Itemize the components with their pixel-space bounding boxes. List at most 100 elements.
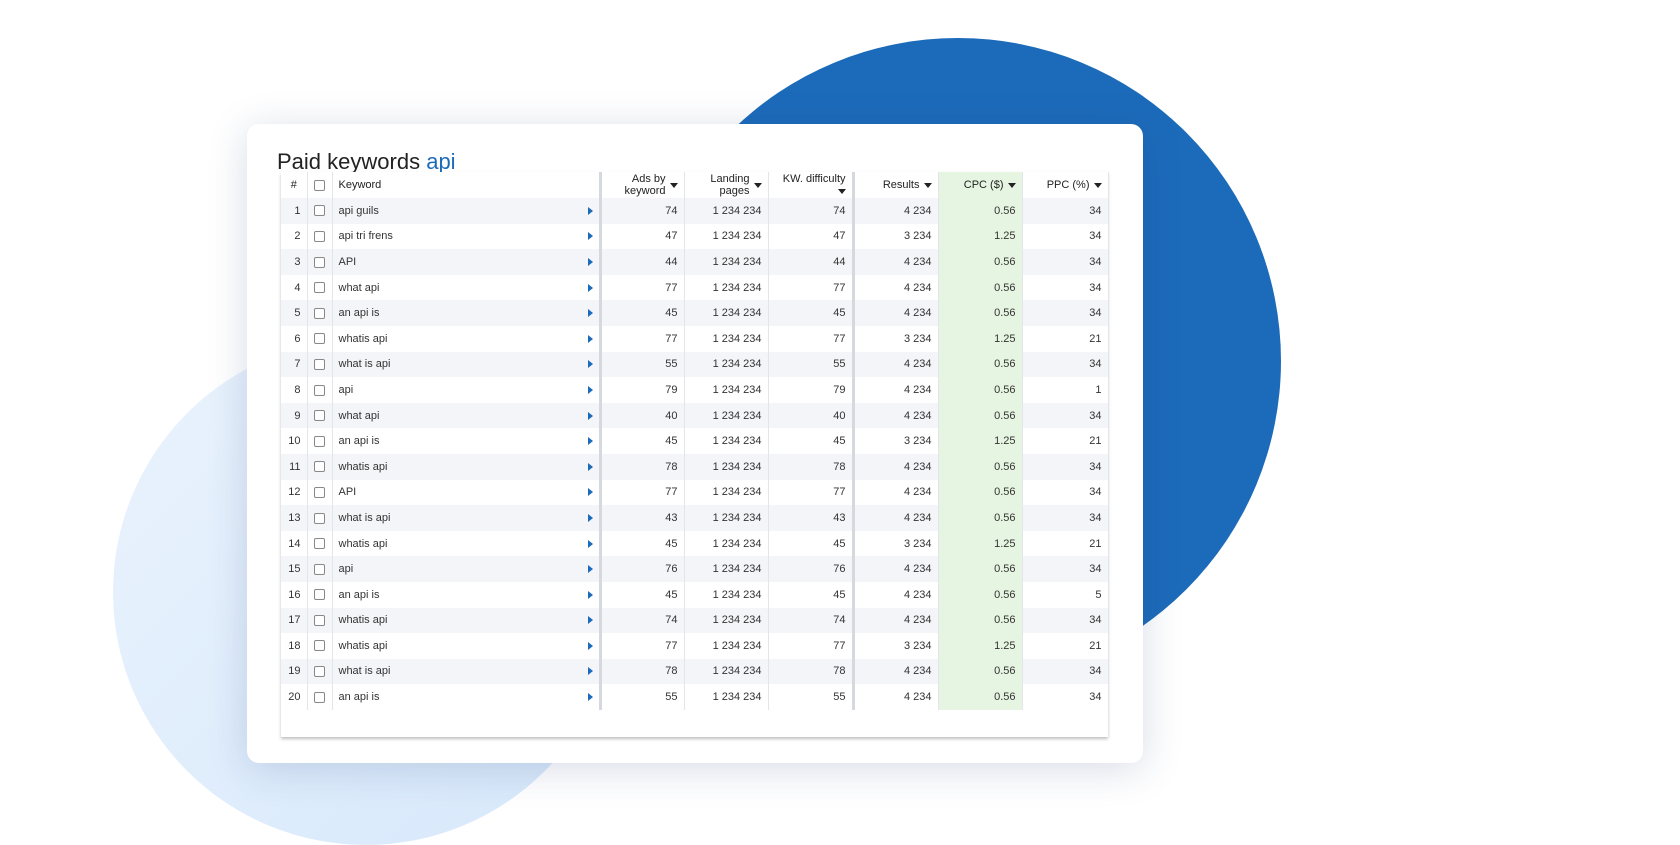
- ads-by-keyword: 74: [600, 607, 685, 634]
- sortable-header[interactable]: Results: [853, 172, 939, 198]
- expand-arrow[interactable]: [587, 667, 593, 676]
- cpc: 1.25: [938, 428, 1023, 454]
- sortable-header[interactable]: Landing pages: [684, 172, 769, 198]
- expand-arrow[interactable]: [587, 385, 593, 394]
- row-checkbox[interactable]: [313, 205, 325, 217]
- ads-by-keyword: 74: [600, 198, 685, 224]
- landing-pages: 1 234 234: [684, 198, 769, 224]
- row-number: 2: [281, 223, 308, 250]
- keyword: API: [338, 486, 357, 499]
- header-row: # Keyword Ads by keyword Landing pages KW. d…: [281, 172, 1109, 198]
- checkbox-cell: [307, 556, 333, 582]
- card: Paid keywords api # Keyword Ads by keyword…: [247, 124, 1143, 763]
- cpc: 0.56: [938, 684, 1023, 710]
- expand-arrow[interactable]: [587, 334, 593, 343]
- keyword: api: [338, 563, 354, 576]
- row-number: 10: [281, 428, 308, 454]
- expand-arrow[interactable]: [587, 539, 593, 548]
- expand-arrow[interactable]: [587, 437, 593, 446]
- kw-difficulty: 77: [768, 479, 855, 506]
- select-all-checkbox[interactable]: [314, 179, 325, 191]
- row-checkbox[interactable]: [313, 512, 325, 524]
- results: 4 234: [853, 607, 939, 634]
- keyword: an api is: [338, 588, 380, 601]
- landing-pages: 1 234 234: [684, 325, 769, 352]
- expand-arrow[interactable]: [587, 206, 593, 215]
- row-checkbox[interactable]: [313, 358, 325, 370]
- row-checkbox[interactable]: [313, 410, 325, 422]
- landing-pages: 1 234 234: [684, 633, 769, 659]
- row-number: 5: [281, 300, 308, 326]
- expand-arrow[interactable]: [587, 616, 593, 625]
- row-checkbox[interactable]: [313, 307, 325, 319]
- sortable-header[interactable]: PPC (%): [1022, 172, 1109, 198]
- row-checkbox[interactable]: [313, 691, 325, 703]
- row-checkbox[interactable]: [313, 563, 325, 575]
- ppc: 34: [1022, 223, 1109, 250]
- row-checkbox[interactable]: [313, 640, 325, 652]
- sortable-header[interactable]: KW. difficulty: [768, 172, 855, 198]
- row-checkbox[interactable]: [313, 461, 325, 473]
- row-checkbox[interactable]: [313, 333, 325, 345]
- expand-arrow[interactable]: [587, 309, 593, 318]
- keyword: what is api: [338, 665, 391, 678]
- expand-arrow[interactable]: [587, 513, 593, 522]
- table-row: 11 whatis api 78 1 234 234 78 4 234 0.56 34: [281, 453, 1109, 480]
- expand-arrow[interactable]: [587, 462, 593, 471]
- ads-by-keyword: 55: [600, 351, 685, 378]
- expand-arrow[interactable]: [587, 360, 593, 369]
- keyword-cell: what is api: [332, 505, 602, 531]
- ppc: 34: [1022, 249, 1109, 275]
- results: 4 234: [853, 274, 939, 301]
- ppc: 21: [1022, 530, 1109, 557]
- row-checkbox[interactable]: [313, 435, 325, 447]
- landing-pages: 1 234 234: [684, 505, 769, 531]
- expand-arrow[interactable]: [587, 590, 593, 599]
- header-label: Results: [882, 179, 920, 191]
- landing-pages: 1 234 234: [684, 377, 769, 403]
- row-checkbox[interactable]: [313, 538, 325, 550]
- row-checkbox[interactable]: [313, 384, 325, 396]
- title-text: Paid keywords: [277, 149, 421, 174]
- keyword-cell: api: [332, 377, 602, 403]
- expand-arrow[interactable]: [587, 488, 593, 497]
- row-number: 12: [281, 479, 308, 506]
- expand-arrow[interactable]: [587, 257, 593, 266]
- ppc: 34: [1022, 556, 1109, 582]
- sortable-header[interactable]: CPC ($): [938, 172, 1023, 198]
- row-number: 19: [281, 658, 308, 685]
- keyword-cell: an api is: [332, 684, 602, 710]
- table-row: 19 what is api 78 1 234 234 78 4 234 0.56 34: [281, 658, 1109, 685]
- row-checkbox[interactable]: [313, 666, 325, 678]
- expand-arrow[interactable]: [587, 693, 593, 702]
- expand-arrow[interactable]: [587, 411, 593, 420]
- expand-arrow[interactable]: [587, 641, 593, 650]
- expand-arrow[interactable]: [587, 283, 593, 292]
- cpc: 0.56: [938, 658, 1023, 685]
- landing-pages: 1 234 234: [684, 249, 769, 275]
- sort-icon: [753, 182, 762, 188]
- row-checkbox[interactable]: [313, 486, 325, 498]
- expand-arrow[interactable]: [587, 565, 593, 574]
- table-row: 3 API 44 1 234 234 44 4 234 0.56 34: [281, 249, 1109, 275]
- row-checkbox[interactable]: [313, 589, 325, 601]
- title-highlight: api: [426, 149, 456, 174]
- row-checkbox[interactable]: [313, 282, 325, 294]
- row-checkbox[interactable]: [313, 614, 325, 626]
- ppc: 34: [1022, 453, 1109, 480]
- sort-icon: [1093, 182, 1102, 188]
- keywords-table: # Keyword Ads by keyword Landing pages KW. d…: [281, 172, 1109, 710]
- row-checkbox[interactable]: [313, 230, 325, 242]
- table-row: 7 what is api 55 1 234 234 55 4 234 0.56 34: [281, 351, 1109, 378]
- sortable-header[interactable]: Ads by keyword: [600, 172, 685, 198]
- row-checkbox[interactable]: [313, 256, 325, 268]
- sort-icon: [1007, 182, 1016, 188]
- ads-by-keyword: 77: [600, 325, 685, 352]
- table-row: 6 whatis api 77 1 234 234 77 3 234 1.25 21: [281, 325, 1109, 352]
- keyword-cell: API: [332, 479, 602, 506]
- table-row: 14 whatis api 45 1 234 234 45 3 234 1.25 21: [281, 530, 1109, 557]
- cpc: 0.56: [938, 581, 1023, 608]
- landing-pages: 1 234 234: [684, 300, 769, 326]
- keyword-cell: whatis api: [332, 325, 602, 352]
- expand-arrow[interactable]: [587, 232, 593, 241]
